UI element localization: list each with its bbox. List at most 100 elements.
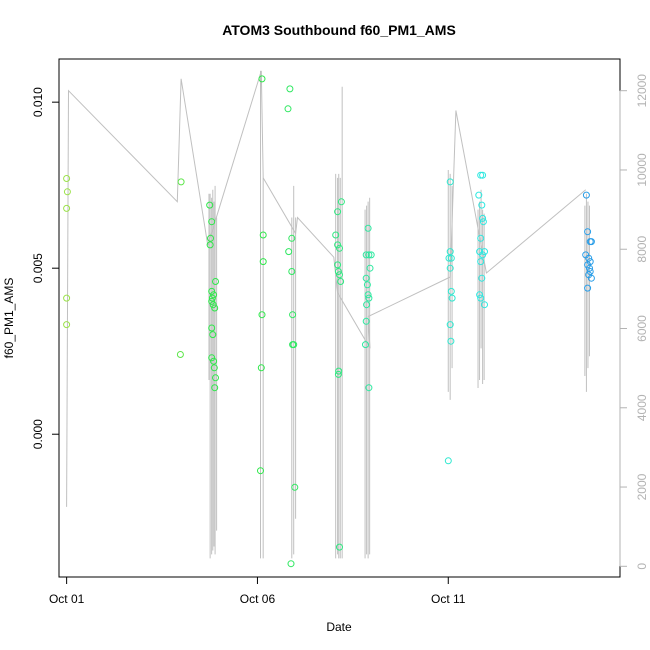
data-point <box>481 248 488 256</box>
data-point <box>257 364 265 372</box>
data-point <box>285 248 293 256</box>
y-left-tick-label: 0.000 <box>31 419 45 449</box>
data-point <box>288 268 296 275</box>
data-point <box>259 258 267 266</box>
data-point <box>586 264 593 272</box>
line-series <box>66 70 590 559</box>
data-point <box>206 241 214 249</box>
data-point <box>445 254 453 262</box>
data-point <box>584 228 592 236</box>
data-point <box>208 297 216 305</box>
data-point <box>177 178 185 186</box>
data-point <box>63 175 71 182</box>
data-point <box>332 231 340 239</box>
data-point <box>362 274 370 282</box>
data-point <box>210 291 218 299</box>
data-point <box>362 341 369 349</box>
data-point <box>63 294 71 302</box>
data-point <box>362 251 370 259</box>
data-point <box>212 374 219 382</box>
x-tick-label: Oct 01 <box>49 592 85 606</box>
y-left-tick-label: 0.010 <box>31 87 45 117</box>
data-point <box>363 301 371 309</box>
data-point <box>446 321 454 329</box>
data-point <box>211 304 219 312</box>
chart-title: ATOM3 Southbound f60_PM1_AMS <box>222 22 456 38</box>
data-point <box>477 258 485 266</box>
data-point <box>364 291 372 299</box>
plot-frame <box>58 58 621 578</box>
y-right-tick-label: 6000 <box>635 315 649 342</box>
data-point <box>336 244 343 252</box>
data-point <box>587 274 595 282</box>
data-point <box>476 291 484 299</box>
data-point <box>364 224 372 232</box>
data-point <box>208 324 216 332</box>
data-point <box>259 231 267 239</box>
data-point <box>446 264 454 272</box>
data-point <box>365 294 373 302</box>
data-point <box>448 294 456 302</box>
data-point <box>479 214 487 222</box>
data-point <box>212 278 219 285</box>
data-point <box>444 457 452 465</box>
data-point <box>209 331 217 339</box>
data-point <box>208 294 216 302</box>
data-point <box>367 251 375 259</box>
y-right-tick-label: 2000 <box>635 473 649 500</box>
data-point <box>478 274 486 282</box>
data-point <box>334 370 342 378</box>
data-point <box>287 560 295 568</box>
data-point <box>258 75 266 83</box>
data-point <box>446 248 454 256</box>
y-right-tick-label: 0 <box>635 563 649 570</box>
data-point <box>477 294 485 302</box>
data-point <box>211 384 219 392</box>
x-tick-label: Oct 11 <box>431 592 466 606</box>
y-right-tick-label: 8000 <box>635 236 649 263</box>
data-point <box>63 188 71 196</box>
data-point <box>584 284 592 292</box>
y-axis-left: 0.000 0.005 0.010 <box>31 87 60 449</box>
data-point <box>210 357 218 365</box>
data-point <box>208 218 216 226</box>
y-axis-right: 0 2000 4000 6000 8000 10000 12000 <box>619 74 649 570</box>
data-point <box>582 191 590 199</box>
data-point <box>63 204 71 212</box>
data-point <box>176 351 184 358</box>
point-series <box>63 75 595 568</box>
data-point <box>478 201 486 209</box>
data-point <box>210 364 218 372</box>
data-point <box>477 171 485 179</box>
data-point <box>336 543 343 551</box>
data-point <box>475 191 483 199</box>
data-point <box>479 218 487 226</box>
data-point <box>63 321 71 329</box>
data-point <box>334 261 342 269</box>
data-point <box>257 467 264 475</box>
data-point <box>289 311 297 319</box>
data-point <box>291 483 299 491</box>
data-point <box>207 234 214 242</box>
data-point <box>586 268 594 275</box>
data-point <box>585 254 593 262</box>
data-point <box>479 171 487 179</box>
data-point <box>334 208 342 216</box>
data-point <box>290 341 298 349</box>
data-point <box>477 234 485 242</box>
data-point <box>288 234 296 242</box>
x-axis: Oct 01 Oct 06 Oct 11 <box>49 576 466 606</box>
x-axis-label: Date <box>326 620 352 634</box>
y-right-tick-label: 4000 <box>635 394 649 421</box>
data-point <box>365 384 373 392</box>
data-point <box>209 301 217 309</box>
data-point <box>447 287 455 295</box>
data-point <box>334 268 342 275</box>
data-point <box>286 85 294 93</box>
data-point <box>337 198 345 206</box>
data-point <box>208 354 216 362</box>
y-axis-label: f60_PM1_AMS <box>2 278 16 359</box>
x-tick-label: Oct 06 <box>240 592 276 606</box>
y-right-tick-label: 12000 <box>635 74 649 108</box>
